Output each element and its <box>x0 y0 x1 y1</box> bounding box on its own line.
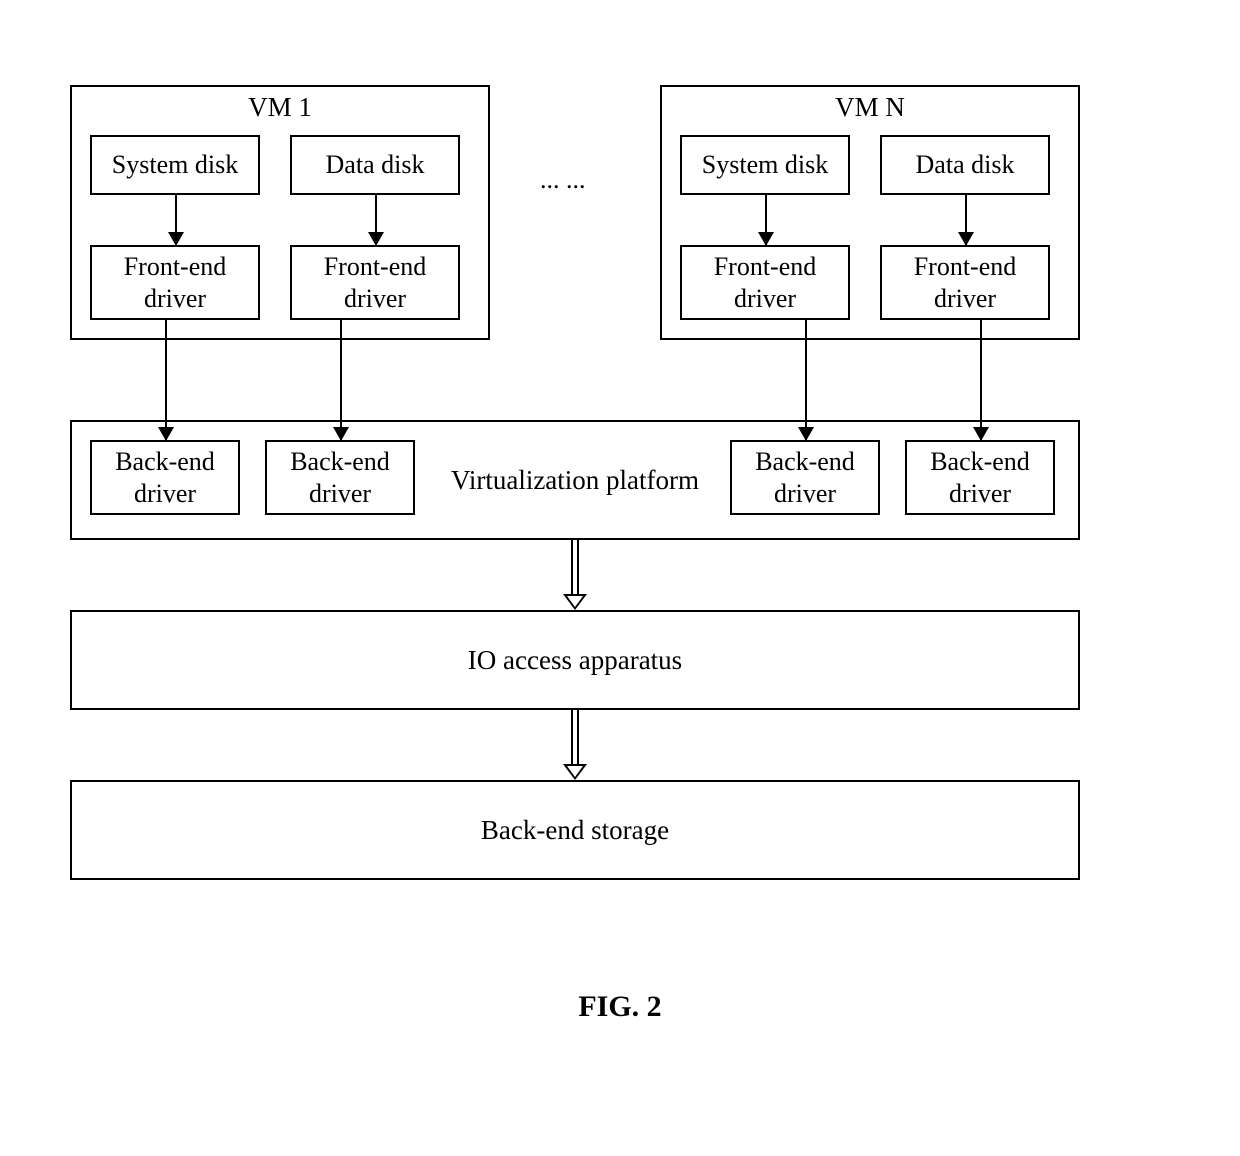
vmn-system-disk: System disk <box>680 135 850 195</box>
back-end-storage-label: Back-end storage <box>481 814 669 846</box>
vmn-title: VM N <box>790 92 950 123</box>
be-driver-3-label: Back-end driver <box>732 446 878 508</box>
vm1-system-disk: System disk <box>90 135 260 195</box>
be-driver-1: Back-end driver <box>90 440 240 515</box>
arrow-vm1-sys-to-fe <box>175 195 177 245</box>
vm1-system-disk-label: System disk <box>112 149 238 180</box>
figure-caption: FIG. 2 <box>520 990 720 1024</box>
platform-label: Virtualization platform <box>440 465 710 496</box>
arrow-fe1-to-be1 <box>165 320 167 440</box>
vmn-fe-driver-2: Front-end driver <box>880 245 1050 320</box>
be-driver-1-label: Back-end driver <box>92 446 238 508</box>
be-driver-3: Back-end driver <box>730 440 880 515</box>
vm1-fe-driver-2: Front-end driver <box>290 245 460 320</box>
vm1-fe-driver-1-label: Front-end driver <box>92 251 258 313</box>
back-end-storage-box: Back-end storage <box>70 780 1080 880</box>
vmn-fe-driver-1-label: Front-end driver <box>682 251 848 313</box>
arrow-fe3-to-be3 <box>805 320 807 440</box>
arrow-fe2-to-be2 <box>340 320 342 440</box>
io-apparatus-box: IO access apparatus <box>70 610 1080 710</box>
vmn-data-disk-label: Data disk <box>916 149 1015 180</box>
be-driver-4-label: Back-end driver <box>907 446 1053 508</box>
vm1-fe-driver-1: Front-end driver <box>90 245 260 320</box>
arrow-vmn-sys-to-fe <box>765 195 767 245</box>
arrow-platform-to-io <box>568 540 582 610</box>
vm1-data-disk-label: Data disk <box>326 149 425 180</box>
vmn-system-disk-label: System disk <box>702 149 828 180</box>
vm1-data-disk: Data disk <box>290 135 460 195</box>
arrow-vmn-data-to-fe <box>965 195 967 245</box>
arrow-fe4-to-be4 <box>980 320 982 440</box>
be-driver-4: Back-end driver <box>905 440 1055 515</box>
ellipsis: ... ... <box>540 165 630 195</box>
vm1-title: VM 1 <box>200 92 360 123</box>
vm1-fe-driver-2-label: Front-end driver <box>292 251 458 313</box>
be-driver-2: Back-end driver <box>265 440 415 515</box>
vmn-fe-driver-2-label: Front-end driver <box>882 251 1048 313</box>
io-apparatus-label: IO access apparatus <box>468 644 682 676</box>
vmn-data-disk: Data disk <box>880 135 1050 195</box>
arrow-io-to-storage <box>568 710 582 780</box>
be-driver-2-label: Back-end driver <box>267 446 413 508</box>
arrow-vm1-data-to-fe <box>375 195 377 245</box>
diagram-canvas: VM 1 System disk Data disk Front-end dri… <box>0 0 1240 1156</box>
vmn-fe-driver-1: Front-end driver <box>680 245 850 320</box>
